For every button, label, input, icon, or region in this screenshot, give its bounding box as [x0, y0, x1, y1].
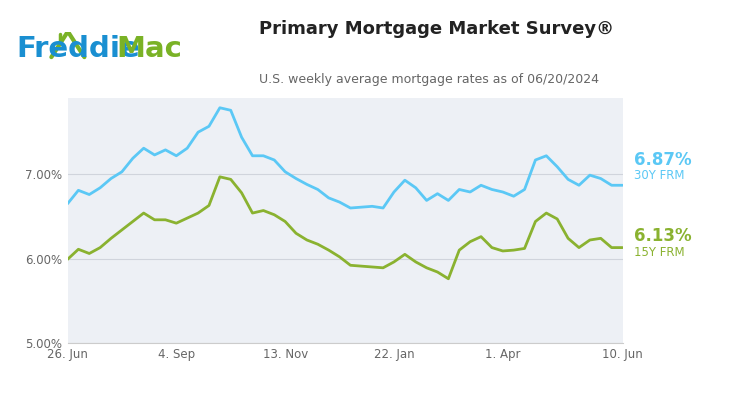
Text: Mac: Mac	[116, 35, 182, 63]
Text: Freddie: Freddie	[16, 35, 140, 63]
Text: 15Y FRM: 15Y FRM	[634, 246, 684, 258]
Text: 6.13%: 6.13%	[634, 227, 692, 245]
Text: 30Y FRM: 30Y FRM	[634, 169, 684, 182]
Text: 6.87%: 6.87%	[634, 151, 692, 169]
Text: Primary Mortgage Market Survey®: Primary Mortgage Market Survey®	[259, 20, 614, 38]
Text: U.S. weekly average mortgage rates as of 06/20/2024: U.S. weekly average mortgage rates as of…	[259, 73, 598, 86]
